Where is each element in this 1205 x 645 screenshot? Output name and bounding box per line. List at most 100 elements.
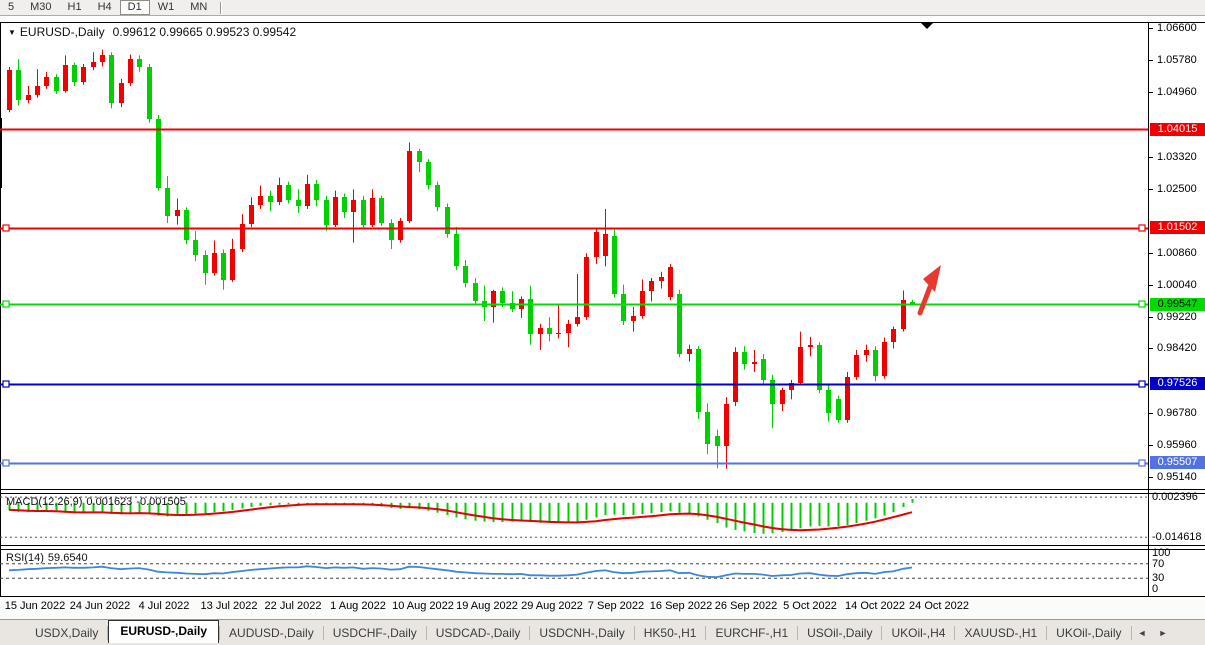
candle [724, 397, 729, 469]
date-tick-label: 14 Oct 2022 [845, 600, 905, 612]
candle [305, 174, 310, 210]
candle [361, 195, 366, 229]
price-chart-panel[interactable]: ▼ EURUSD-,Daily 0.99612 0.99665 0.99523 0.… [0, 22, 1148, 490]
tab-separator [1130, 625, 1132, 640]
candlestick-canvas[interactable] [0, 22, 1148, 490]
chart-tab-bar: USDX,Daily EURUSD-,Daily AUDUSD-,Daily USDC… [0, 619, 1205, 645]
candle [175, 198, 180, 225]
chart-tab-usdcnh-daily[interactable]: USDCNH-,Daily [539, 625, 625, 640]
date-tick-label: 1 Aug 2022 [330, 600, 386, 612]
level-price-label: 1.04015 [1150, 123, 1205, 136]
candle [445, 203, 450, 238]
rsi-panel-bottom-border [0, 596, 1205, 597]
date-tick-label: 7 Sep 2022 [587, 600, 645, 612]
candle [733, 347, 738, 407]
rsi-indicator-panel[interactable]: RSI(14) 59.6540 [0, 550, 1148, 596]
candle [780, 387, 785, 412]
timeframe-button-h1[interactable]: H1 [67, 1, 82, 13]
rsi-name: RSI(14) [6, 552, 44, 564]
timeframe-button-m30[interactable]: M30 [30, 1, 52, 13]
candle [44, 71, 49, 89]
macd-signal-value: -0.001505 [136, 496, 186, 508]
date-tick-label: 24 Oct 2022 [909, 600, 969, 612]
rsi-canvas[interactable] [0, 550, 1148, 596]
candle [584, 253, 589, 320]
price-tick-label: 1.06600 [1157, 22, 1197, 34]
candle [882, 337, 887, 379]
rsi-axis-label: 30 [1152, 572, 1165, 584]
tab-separator [219, 625, 221, 640]
tab-separator [322, 625, 324, 640]
tab-scroll-right-icon[interactable]: ► [1158, 627, 1168, 638]
tab-scroll-left-icon[interactable]: ◄ [1137, 627, 1147, 638]
candle [742, 346, 747, 370]
candle [296, 189, 301, 213]
candle [333, 190, 338, 228]
macd-panel-bottom-border[interactable] [0, 545, 1205, 546]
candle [128, 54, 133, 86]
candle [314, 180, 319, 207]
level-line-0.99547[interactable] [0, 300, 1148, 308]
macd-indicator-panel[interactable]: MACD(12,26,9) 0.001623 -0.001505 [0, 494, 1148, 545]
candle [435, 181, 440, 212]
chart-tab-ukoil-daily[interactable]: UKOil-,Daily [1056, 625, 1122, 640]
candle [398, 218, 403, 243]
level-line-0.95507[interactable] [0, 459, 1148, 467]
candle [677, 289, 682, 358]
macd-canvas[interactable] [0, 494, 1148, 545]
candle [836, 395, 841, 423]
chart-tab-eurusd-daily[interactable]: EURUSD-,Daily [108, 620, 220, 643]
date-axis[interactable]: 15 Jun 2022 24 Jun 2022 4 Jul 2022 13 Jul 2… [0, 597, 1205, 619]
date-tick-label: 13 Jul 2022 [200, 600, 258, 612]
candle [165, 176, 170, 224]
candle [891, 326, 896, 349]
candle [715, 429, 720, 469]
timeframe-button-w1[interactable]: W1 [157, 1, 175, 13]
chart-tab-ukoil-h4[interactable]: UKOil-,H4 [891, 625, 946, 640]
date-tick-label: 29 Aug 2022 [521, 600, 583, 612]
candle [547, 317, 552, 342]
chart-tab-usdx-daily[interactable]: USDX,Daily [35, 625, 99, 640]
timeframe-button-h4[interactable]: H4 [97, 1, 112, 13]
candle [379, 195, 384, 226]
candle [203, 250, 208, 285]
candle [640, 279, 645, 319]
chart-shift-marker-icon[interactable] [921, 23, 933, 29]
timeframe-button-5[interactable]: 5 [8, 1, 15, 13]
candle [808, 336, 813, 357]
candle [594, 228, 599, 264]
price-tick-label: 0.95960 [1157, 439, 1197, 451]
level-line-0.97526[interactable] [0, 380, 1148, 388]
rsi-panel-top-border[interactable] [0, 549, 1205, 550]
chart-tab-usdcad-daily[interactable]: USDCAD-,Daily [435, 625, 521, 640]
rsi-axis-label: 100 [1152, 547, 1171, 559]
timeframe-button-d1[interactable]: D1 [119, 0, 150, 15]
candle [668, 263, 673, 301]
chart-tab-usoil-daily[interactable]: USOil-,Daily [807, 625, 873, 640]
price-tick-mark [1149, 348, 1153, 349]
candle [35, 69, 40, 98]
date-tick-label: 5 Oct 2022 [783, 600, 837, 612]
symbol-dropdown-icon[interactable]: ▼ [8, 28, 16, 37]
price-tick-mark [1149, 157, 1153, 158]
price-tick-label: 0.95140 [1157, 471, 1197, 483]
price-axis-separator[interactable] [1148, 22, 1149, 597]
candle [324, 195, 329, 231]
candle [212, 240, 217, 276]
candle [240, 214, 245, 253]
chart-tab-eurchf-h1[interactable]: EURCHF-,H1 [715, 625, 789, 640]
timeframe-button-mn[interactable]: MN [190, 1, 208, 13]
chart-tab-audusd-daily[interactable]: AUDUSD-,Daily [229, 625, 314, 640]
candle [845, 371, 850, 423]
chart-tab-usdchf-daily[interactable]: USDCHF-,Daily [332, 625, 417, 640]
clipped-edge-candle [0, 118, 2, 188]
level-line-1.01502[interactable] [0, 224, 1148, 232]
chart-tab-xauusd-h1[interactable]: XAUUSD-,H1 [964, 625, 1038, 640]
candle [184, 207, 189, 245]
candle [510, 291, 515, 313]
chart-tab-hk50-h1[interactable]: HK50-,H1 [643, 625, 697, 640]
macd-panel-top-border[interactable] [0, 493, 1205, 494]
candle [482, 285, 487, 322]
trend-arrow-annotation[interactable] [917, 265, 941, 316]
